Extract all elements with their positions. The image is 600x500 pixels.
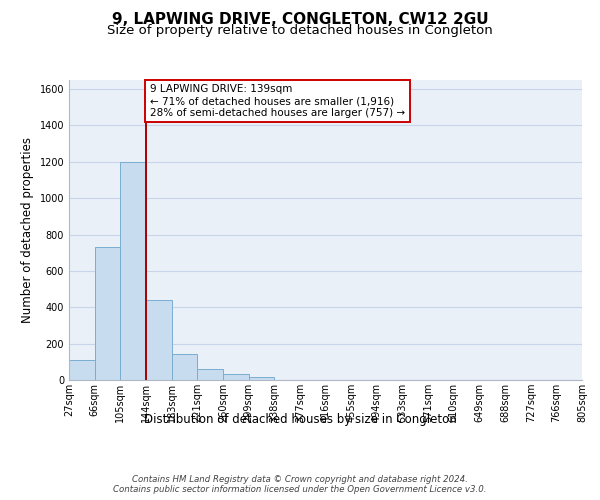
Bar xyxy=(121,162,146,380)
Bar xyxy=(172,354,197,380)
Bar xyxy=(223,374,248,380)
Text: Size of property relative to detached houses in Congleton: Size of property relative to detached ho… xyxy=(107,24,493,37)
Text: 9 LAPWING DRIVE: 139sqm
← 71% of detached houses are smaller (1,916)
28% of semi: 9 LAPWING DRIVE: 139sqm ← 71% of detache… xyxy=(150,84,405,117)
Bar xyxy=(146,300,172,380)
Bar xyxy=(197,368,223,380)
Y-axis label: Number of detached properties: Number of detached properties xyxy=(21,137,34,323)
Bar xyxy=(95,248,121,380)
Bar xyxy=(69,360,95,380)
Bar xyxy=(248,378,274,380)
Text: Distribution of detached houses by size in Congleton: Distribution of detached houses by size … xyxy=(143,412,457,426)
Text: Contains HM Land Registry data © Crown copyright and database right 2024.
Contai: Contains HM Land Registry data © Crown c… xyxy=(113,474,487,494)
Text: 9, LAPWING DRIVE, CONGLETON, CW12 2GU: 9, LAPWING DRIVE, CONGLETON, CW12 2GU xyxy=(112,12,488,28)
